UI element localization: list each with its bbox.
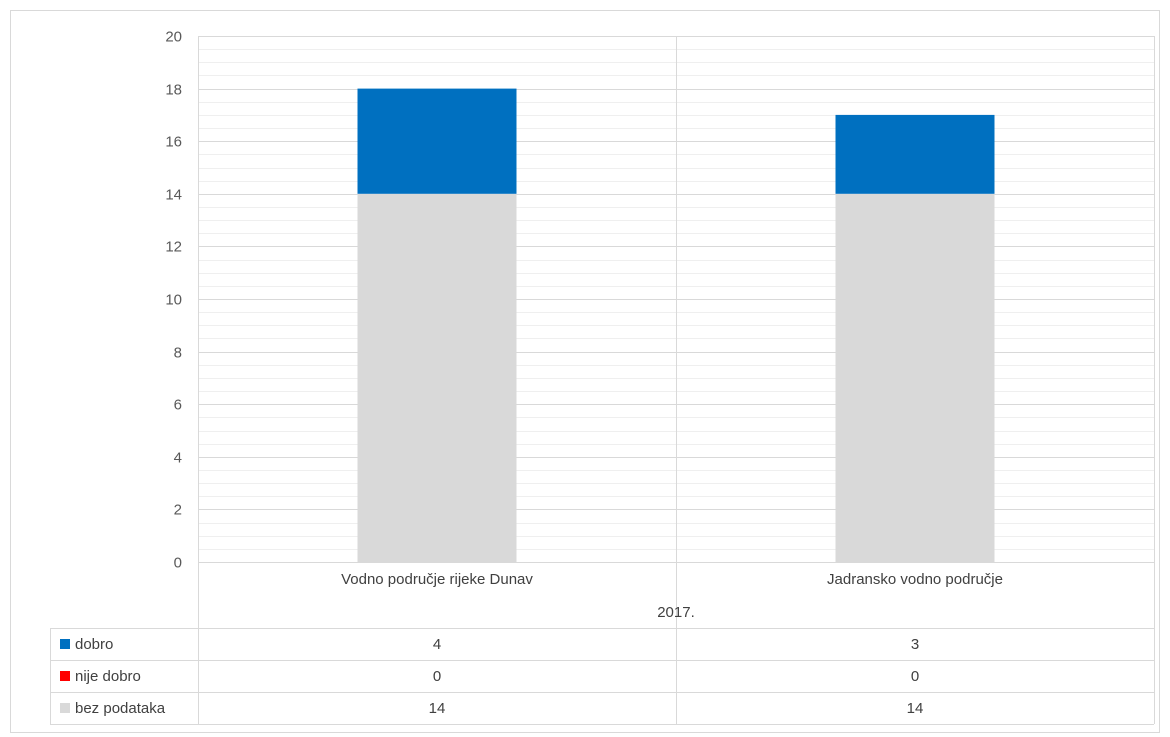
legend-key-dobro — [60, 639, 70, 649]
y-tick-label: 18 — [165, 82, 182, 99]
table-cell-value: 0 — [911, 668, 919, 685]
y-tick-label: 10 — [165, 292, 182, 309]
table-cell-value: 14 — [907, 700, 924, 717]
table-cell-value: 0 — [433, 668, 441, 685]
bars — [357, 88, 995, 563]
bar-bez-podataka — [357, 193, 517, 563]
table-cell-value: 4 — [433, 636, 441, 653]
table-row-label: nije dobro — [75, 668, 141, 685]
table-row-label: bez podataka — [75, 700, 166, 717]
category-label: Vodno područje rijeke Dunav — [341, 571, 533, 588]
table-row-label: dobro — [75, 636, 113, 653]
bar-dobro — [357, 88, 517, 194]
legend-key-bez-podataka — [60, 703, 70, 713]
table-cell-value: 3 — [911, 636, 919, 653]
y-axis-ticks: 0 2 4 6 8 10 12 14 16 18 20 — [165, 29, 182, 572]
category-label: Jadransko vodno područje — [827, 571, 1003, 588]
group-label: 2017. — [657, 604, 695, 621]
legend-key-nije-dobro — [60, 671, 70, 681]
y-tick-label: 6 — [174, 397, 182, 414]
y-tick-label: 2 — [174, 502, 182, 519]
data-table: dobro 4 3 nije dobro 0 0 bez podataka 14 14 — [50, 628, 1155, 725]
y-tick-label: 0 — [174, 555, 182, 572]
bar-bez-podataka — [835, 193, 995, 563]
bar-dobro — [835, 114, 995, 194]
y-tick-label: 14 — [165, 187, 182, 204]
y-tick-label: 20 — [165, 29, 182, 46]
y-tick-label: 12 — [165, 239, 182, 256]
table-cell-value: 14 — [429, 700, 446, 717]
y-tick-label: 4 — [174, 450, 182, 467]
y-tick-label: 16 — [165, 134, 182, 151]
y-tick-label: 8 — [174, 345, 182, 362]
category-labels: Vodno područje rijeke Dunav Jadransko vod… — [341, 571, 1003, 588]
gridlines — [198, 36, 1155, 628]
